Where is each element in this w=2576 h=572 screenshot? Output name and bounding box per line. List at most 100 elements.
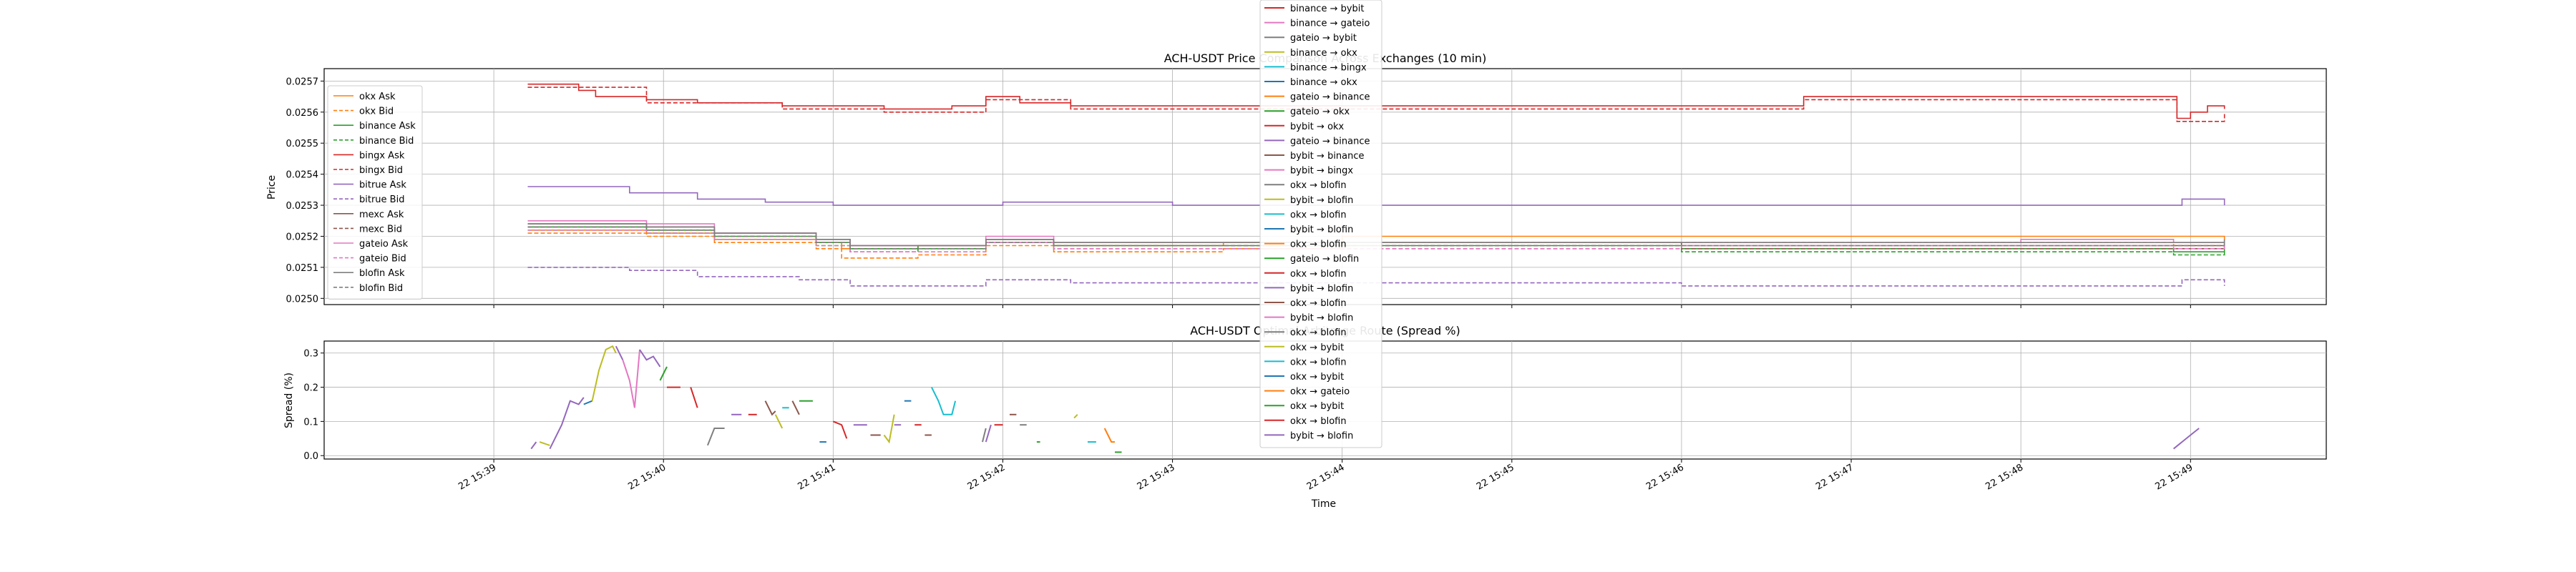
spread-y-tick-label: 0.2	[303, 383, 318, 394]
spread-route-line	[706, 428, 725, 446]
spread-legend-label: okx → blofin	[1290, 357, 1347, 368]
spread-legend-label: okx → bybit	[1290, 401, 1344, 412]
price-legend-label: mexc Bid	[359, 224, 402, 235]
spread-legend-label: binance → bybit	[1290, 4, 1365, 14]
price-legend-label: blofin Ask	[359, 268, 405, 279]
spread-x-ticks: 22 15:39 22 15:40 22 15:41 22 15:42 22 15:43…	[457, 459, 2195, 493]
spread-legend-box	[1259, 0, 1382, 448]
price-y-tick-label: 0.0257	[286, 77, 319, 87]
price-series-line	[527, 186, 2225, 206]
price-legend-label: mexc Ask	[359, 209, 404, 220]
spread-x-tick-label: 22 15:41	[796, 462, 838, 492]
spread-legend-label: okx → blofin	[1290, 298, 1347, 309]
spread-route-line	[931, 387, 957, 415]
spread-x-tick-label: 22 15:45	[1475, 462, 1516, 492]
spread-legend-label: okx → blofin	[1290, 327, 1347, 338]
price-series-group	[527, 83, 2225, 287]
price-legend-label: okx Bid	[359, 107, 394, 117]
spread-route-line	[622, 349, 640, 408]
spread-legend-label: okx → blofin	[1290, 416, 1347, 427]
spread-legend-label: bybit → blofin	[1290, 195, 1353, 206]
price-legend-label: gateio Ask	[359, 239, 409, 250]
spread-route-line	[1073, 414, 1078, 419]
spread-route-line	[764, 400, 776, 416]
spread-legend-label: bybit → okx	[1290, 122, 1345, 132]
price-series-line	[527, 87, 2225, 122]
spread-legend-label: okx → bybit	[1290, 372, 1344, 383]
spread-legend-label: okx → bybit	[1290, 342, 1344, 353]
spread-chart: 0.00.10.20.3 22 15:39 22 15:40 22 15:41 22 …	[283, 0, 2327, 510]
spread-legend: binance → bybit binance → gateio gateio → …	[1259, 0, 1382, 448]
price-y-axis-label: Price	[266, 175, 278, 199]
spread-legend-label: binance → okx	[1290, 48, 1357, 59]
spread-legend-label: binance → bingx	[1290, 62, 1367, 73]
price-legend-label: bitrue Ask	[359, 180, 406, 191]
spread-legend-label: gateio → okx	[1290, 107, 1350, 117]
spread-route-line	[539, 441, 550, 446]
spread-route-line	[883, 414, 895, 444]
spread-legend-label: gateio → blofin	[1290, 254, 1359, 265]
price-legend-label: binance Bid	[359, 136, 414, 147]
price-legend-label: binance Ask	[359, 121, 416, 132]
price-legend-label: okx Ask	[359, 92, 396, 102]
spread-y-tick-label: 0.1	[303, 417, 318, 428]
price-series-line	[527, 267, 2225, 287]
spread-route-line	[615, 345, 624, 360]
spread-route-line	[690, 387, 698, 408]
spread-legend-label: okx → blofin	[1290, 240, 1347, 250]
price-y-tick-label: 0.0251	[286, 263, 319, 274]
spread-x-tick-label: 22 15:47	[1814, 462, 1855, 492]
spread-legend-label: okx → blofin	[1290, 209, 1347, 220]
spread-x-tick-label: 22 15:39	[457, 462, 498, 492]
spread-route-line	[774, 414, 784, 429]
spread-x-tick-label: 22 15:49	[2153, 462, 2195, 492]
spread-legend-label: okx → blofin	[1290, 269, 1347, 280]
spread-x-axis-label: Time	[1311, 498, 1336, 510]
spread-legend-label: bybit → blofin	[1290, 283, 1353, 294]
spread-x-tick-label: 22 15:44	[1305, 462, 1347, 492]
spread-legend-label: bybit → binance	[1290, 151, 1365, 162]
spread-route-line	[791, 400, 800, 415]
price-y-tick-label: 0.0253	[286, 201, 319, 212]
price-legend-label: bingx Bid	[359, 165, 403, 176]
spread-route-line	[530, 441, 537, 450]
spread-legend-label: bybit → blofin	[1290, 313, 1353, 324]
price-legend-box	[327, 85, 423, 300]
spread-route-line	[1103, 428, 1115, 443]
spread-route-line	[549, 397, 585, 450]
price-y-ticks: 0.0250 0.0251 0.0252 0.0253 0.0254 0.0255 0.02…	[286, 77, 324, 305]
spread-y-axis-label: Spread (%)	[283, 373, 295, 428]
spread-legend-label: bybit → bingx	[1290, 166, 1353, 177]
spread-legend-label: bybit → blofin	[1290, 225, 1353, 235]
spread-x-tick-label: 22 15:48	[1984, 462, 2025, 492]
spread-route-line	[985, 424, 992, 443]
price-y-tick-label: 0.0252	[286, 232, 319, 242]
spread-x-tick-label: 22 15:42	[966, 462, 1008, 492]
spread-legend-label: okx → gateio	[1290, 387, 1350, 398]
spread-x-tick-label: 22 15:40	[626, 462, 668, 492]
price-legend-label: bitrue Bid	[359, 194, 404, 205]
spread-y-tick-label: 0.0	[303, 451, 318, 462]
price-y-tick-label: 0.0254	[286, 170, 319, 181]
spread-legend-label: gateio → bybit	[1290, 33, 1357, 44]
spread-route-line	[659, 366, 668, 381]
price-series-line	[527, 226, 2225, 250]
spread-route-line	[583, 400, 592, 405]
price-y-tick-label: 0.0255	[286, 139, 319, 149]
spread-y-tick-label: 0.3	[303, 349, 318, 360]
spread-x-tick-label: 22 15:46	[1644, 462, 1686, 492]
spread-route-line	[982, 428, 987, 443]
price-legend: okx Ask okx Bid binance Ask binance Bid bing…	[327, 85, 423, 300]
spread-route-line	[2172, 428, 2200, 450]
spread-series-group	[530, 345, 2200, 453]
spread-legend-label: binance → okx	[1290, 77, 1357, 88]
spread-y-ticks: 0.0 0.1 0.2 0.3	[303, 349, 324, 462]
price-y-tick-label: 0.0256	[286, 108, 319, 119]
spread-route-line	[639, 349, 661, 368]
spread-legend-label: binance → gateio	[1290, 19, 1370, 29]
price-legend-label: bingx Ask	[359, 150, 405, 161]
spread-x-tick-label: 22 15:43	[1136, 462, 1177, 492]
price-y-tick-label: 0.0250	[286, 294, 319, 305]
spread-legend-label: gateio → binance	[1290, 92, 1370, 103]
